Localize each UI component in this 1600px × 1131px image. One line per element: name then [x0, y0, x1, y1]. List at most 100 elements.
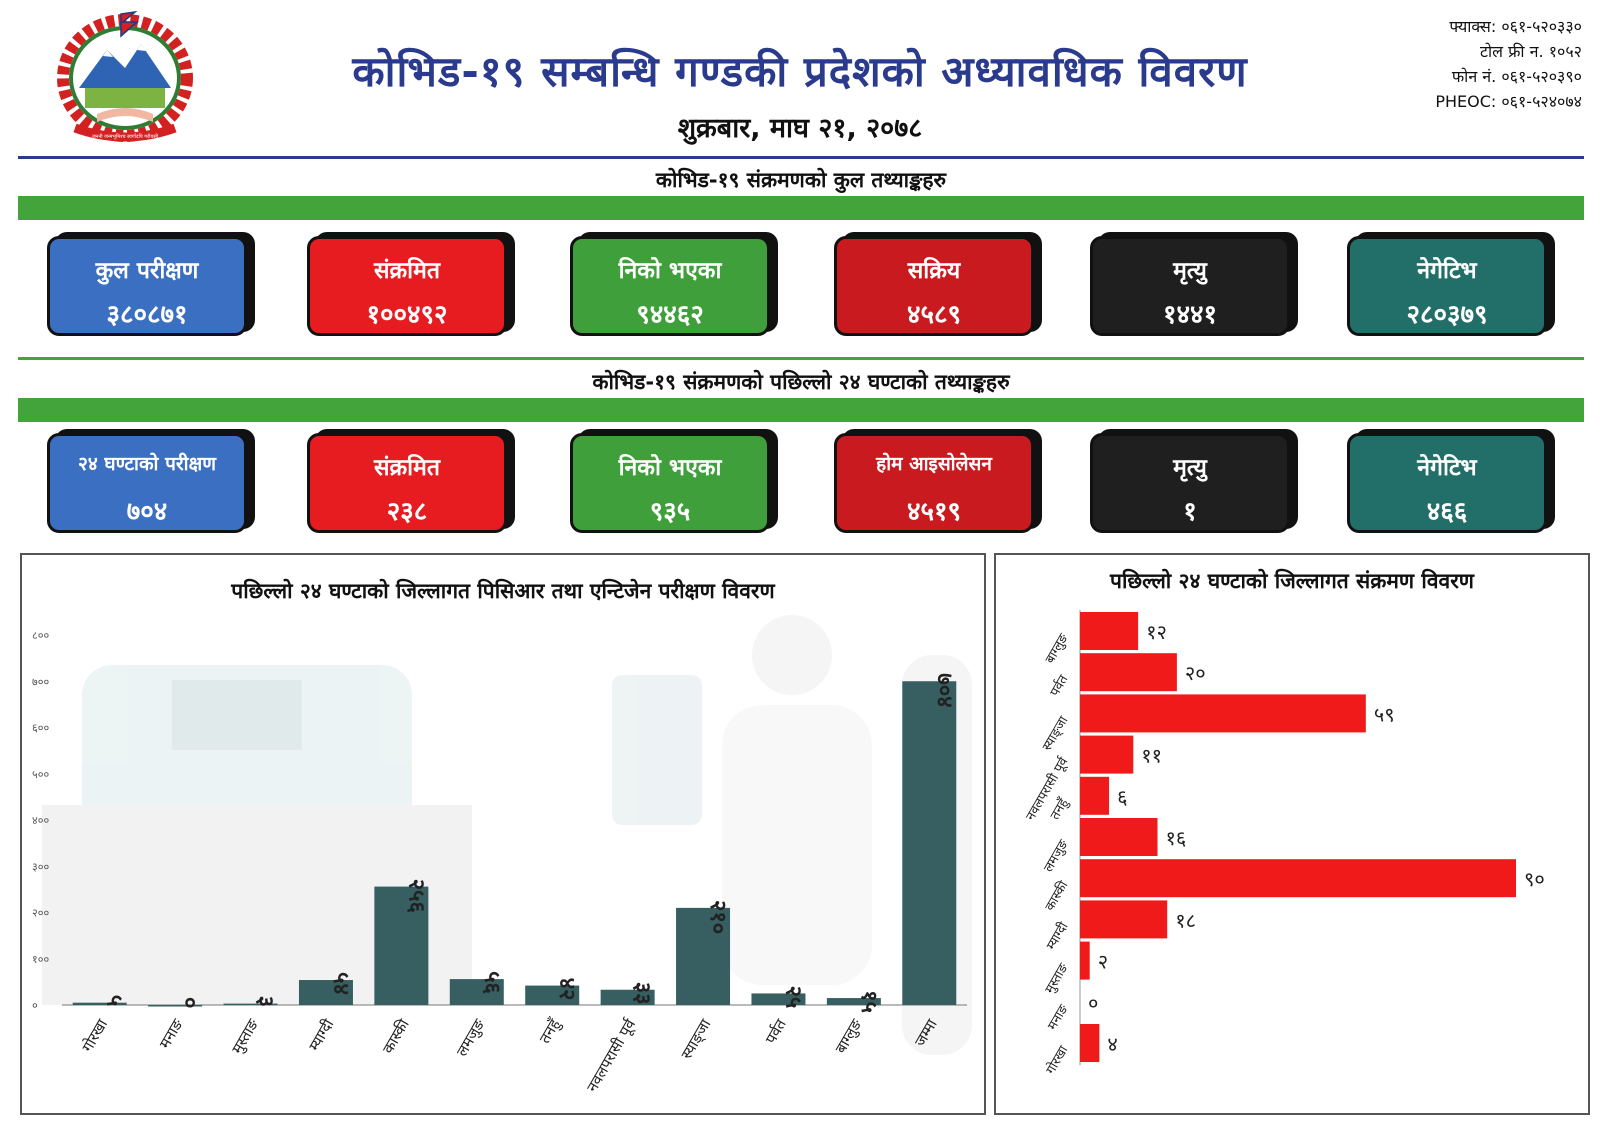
bar-value-label: ३: [253, 996, 278, 1007]
category-label: पर्वत: [762, 1016, 791, 1047]
bar: [1080, 818, 1158, 856]
card-value: १: [1183, 497, 1197, 527]
card-daily-home-isolation: होम आइसोलेसन ४५१९: [834, 433, 1034, 533]
district-tests-chart: ० १०० २०० ३०० ४०० ५०० ६०० ७०० ८०० ५ गोरखा ० मनाङ ३ मु…: [32, 615, 972, 1096]
bar-value-label: ०: [177, 997, 202, 1008]
y-tick-label: ५००: [32, 768, 49, 781]
y-tick-label: १००: [32, 953, 49, 966]
y-tick-label: ४००: [32, 814, 49, 827]
bar-value-label: ५: [102, 995, 127, 1006]
card-label: मृत्यु: [1173, 455, 1207, 481]
bar-value-label: २१०: [705, 900, 730, 934]
card-label: निको भएका: [618, 455, 722, 481]
bar-value-label: ५४: [328, 972, 353, 995]
card-daily-infected: संक्रमित २३८: [307, 433, 507, 533]
bar-value-label: ९०: [1524, 867, 1545, 891]
bar: [826, 998, 881, 1005]
card-label: सक्रिय: [907, 258, 961, 284]
category-label: लमजुङ: [1041, 837, 1072, 875]
bar: [148, 1005, 203, 1007]
category-label: म्याग्दी: [1043, 919, 1072, 953]
category-label: मुस्ताङ: [228, 1016, 263, 1058]
card-value: १४४१: [1162, 300, 1218, 330]
card-total-deaths: मृत्यु १४४१: [1090, 236, 1290, 336]
header-divider: [18, 156, 1584, 159]
category-label: बाग्लुङ: [832, 1016, 867, 1057]
card-total-tests: कुल परीक्षण ३८०८७१: [47, 236, 247, 336]
chart-background-illustration: [42, 615, 972, 1055]
phone-number: फोन नं. ०६१-५२०३९०: [1451, 67, 1582, 86]
bar-value-label: १२: [1146, 620, 1167, 644]
card-total-infected: संक्रमित १००४९२: [307, 236, 507, 336]
card-daily-deaths: मृत्यु १: [1090, 433, 1290, 533]
bar-value-label: २: [1098, 950, 1108, 974]
y-tick-label: ६००: [32, 722, 49, 735]
card-label: संक्रमित: [373, 258, 441, 284]
category-label: मनाङ: [156, 1016, 187, 1052]
bar: [1080, 859, 1516, 898]
category-label: गोरखा: [78, 1015, 111, 1055]
bar-value-label: १५: [856, 990, 881, 1013]
category-label: बाग्लुङ: [1043, 631, 1072, 666]
bar: [223, 1003, 278, 1006]
page-title: कोभिड-१९ सम्बन्धि गण्डकी प्रदेशको अध्याव…: [352, 47, 1248, 96]
contact-info: फ्याक्स: ०६१-५२०३३० टोल फ्री न. १०५२ फोन…: [1435, 14, 1582, 114]
card-daily-negative: नेगेटिभ ४६६: [1347, 433, 1547, 533]
y-tick-label: २००: [32, 907, 49, 920]
category-label: नवलपरासी पूर्व: [583, 1015, 640, 1096]
card-value: ९३५: [649, 497, 691, 527]
category-label: स्याङ्जा: [1040, 713, 1072, 753]
category-label: स्याङ्जा: [677, 1015, 715, 1062]
category-label: म्याग्दी: [305, 1015, 338, 1054]
bar-value-label: ३३: [630, 982, 655, 1005]
bar: [298, 980, 353, 1005]
card-total-recovered: निको भएका ९४४६२: [570, 236, 770, 336]
card-total-active: सक्रिय ४५८९: [834, 236, 1034, 336]
y-tick-label: ८००: [32, 629, 49, 642]
chart-title: पछिल्लो २४ घण्टाको जिल्लागत पिसिआर तथा ए…: [231, 579, 775, 603]
category-label: पर्वत: [1047, 672, 1072, 700]
card-label: २४ घण्टाको परीक्षण: [78, 453, 216, 475]
card-label: मृत्यु: [1173, 258, 1207, 284]
district-tests-chart-panel: पछिल्लो २४ घण्टाको जिल्लागत पिसिआर तथा ए…: [20, 553, 986, 1115]
bar-value-label: २०: [1185, 661, 1206, 685]
card-daily-tests: २४ घण्टाको परीक्षण ७०४: [47, 433, 247, 533]
category-label: कास्की: [1042, 878, 1072, 914]
bar: [1080, 735, 1134, 774]
fax-number: फ्याक्स: ०६१-५२०३३०: [1449, 17, 1582, 36]
chart-title: पछिल्लो २४ घण्टाको जिल्लागत संक्रमण विवर…: [1110, 569, 1474, 593]
toll-free-number: टोल फ्री न. १०५२: [1479, 42, 1582, 61]
section-divider: [18, 357, 1584, 360]
category-label: तनहुँ: [1047, 795, 1073, 823]
category-label: लमजुङ: [453, 1016, 490, 1060]
card-label: निको भएका: [618, 258, 722, 284]
daily-section-title: कोभिड-१९ संक्रमणको पछिल्लो २४ घण्टाको तथ…: [592, 370, 1010, 394]
bar: [1080, 612, 1139, 650]
bar-value-label: २५: [780, 985, 805, 1008]
total-section-title: कोभिड-१९ संक्रमणको कुल तथ्याङ्कहरु: [655, 168, 947, 192]
category-label: कास्की: [379, 1015, 413, 1057]
y-tick-label: ७००: [32, 675, 49, 688]
bar: [902, 681, 957, 1005]
bar: [525, 985, 580, 1005]
bar: [374, 886, 429, 1005]
bar-value-label: ०: [1088, 991, 1098, 1015]
bar: [600, 989, 655, 1005]
bar: [1080, 776, 1110, 815]
card-label: नेगेटिभ: [1417, 258, 1477, 284]
bar: [1080, 1024, 1100, 1062]
category-label: मुस्ताङ: [1043, 960, 1072, 996]
bar-value-label: ७०४: [931, 673, 956, 707]
bar-value-label: ४: [1107, 1032, 1117, 1056]
emblem-motto: जननी जन्मभूमिश्च स्वर्गादपि गरीयसी: [92, 133, 159, 140]
card-label: होम आइसोलेसन: [876, 453, 992, 475]
category-label: तनहुँ: [536, 1015, 565, 1047]
nepal-emblem: जननी जन्मभूमिश्च स्वर्गादपि गरीयसी: [45, 10, 205, 150]
bar: [1080, 900, 1168, 939]
card-value: १००४९२: [366, 300, 448, 330]
report-date: शुक्रबार, माघ २१, २०७८: [677, 113, 923, 144]
bar: [751, 993, 806, 1005]
bar: [72, 1002, 127, 1005]
card-value: ४५१९: [906, 497, 962, 527]
bar-value-label: ४२: [554, 978, 579, 1001]
